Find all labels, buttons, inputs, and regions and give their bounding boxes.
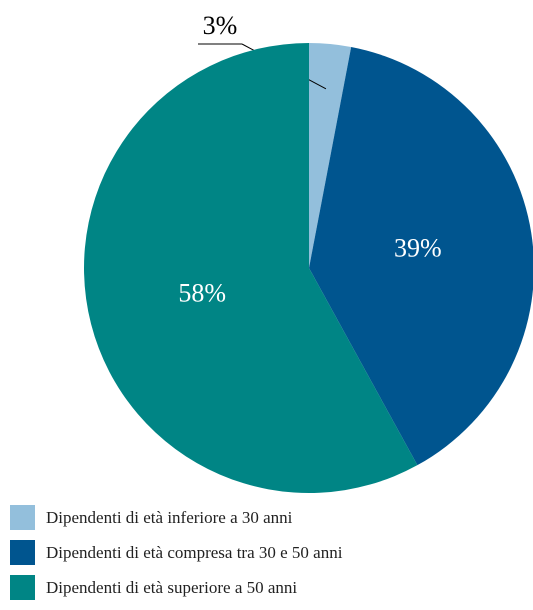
pie-slice	[309, 43, 352, 268]
data-label: 39%	[394, 234, 442, 263]
legend-swatch	[10, 505, 35, 530]
legend-swatch	[10, 540, 35, 565]
pie-slice	[84, 43, 418, 493]
data-label: 3%	[203, 11, 238, 40]
pie-slice	[309, 46, 533, 466]
legend-label: Dipendenti di età superiore a 50 anni	[46, 578, 297, 597]
legend-label: Dipendenti di età compresa tra 30 e 50 a…	[46, 543, 343, 562]
legend-swatch	[10, 575, 35, 600]
data-label: 58%	[178, 278, 226, 307]
legend-label: Dipendenti di età inferiore a 30 anni	[46, 508, 293, 527]
